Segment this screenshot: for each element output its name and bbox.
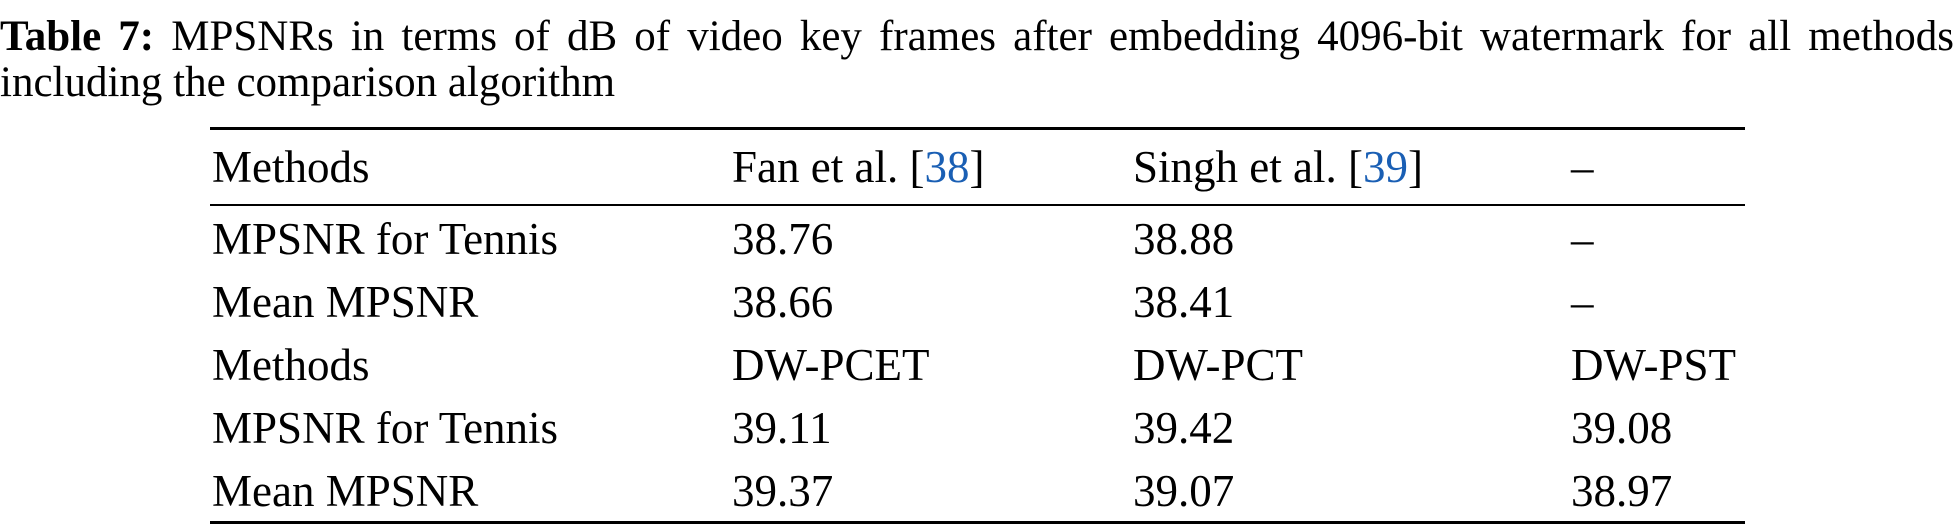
header-cell: – — [1571, 127, 1745, 206]
table-cell: Mean MPSNR — [212, 276, 479, 327]
citation-link[interactable]: 39 — [1362, 142, 1408, 192]
table-cell: 38.76 — [732, 213, 834, 264]
table-cell: Methods — [212, 339, 370, 390]
header-text: Singh et al. [ — [1133, 142, 1363, 192]
caption-label: Table 7: — [0, 13, 155, 60]
table-cell: – — [1571, 276, 1594, 327]
table-cell: 39.37 — [732, 458, 1133, 524]
results-table: Methods Fan et al. [38] Singh et al. [39… — [210, 127, 1745, 524]
table-caption: Table 7: MPSNRs in terms of dB of video … — [0, 14, 1954, 106]
table-cell: Mean MPSNR — [210, 458, 732, 524]
table-cell: 38.97 — [1571, 458, 1745, 524]
table-row: Methods DW-PCET DW-PCT DW-PST — [210, 332, 1745, 395]
table-row: Mean MPSNR 38.66 38.41 – — [210, 269, 1745, 332]
table-row: MPSNR for Tennis 39.11 39.42 39.08 — [210, 395, 1745, 458]
table-cell: 38.41 — [1133, 276, 1235, 327]
header-text: ] — [1407, 142, 1423, 192]
table-cell: 38.66 — [732, 276, 834, 327]
table-cell: DW-PST — [1571, 339, 1737, 390]
table-cell: DW-PCET — [732, 339, 930, 390]
table-cell: 39.07 — [1133, 458, 1571, 524]
table-row: MPSNR for Tennis 38.76 38.88 – — [210, 205, 1745, 269]
header-cell: Singh et al. [39] — [1133, 127, 1571, 206]
table-cell: 38.88 — [1133, 213, 1235, 264]
table-cell: MPSNR for Tennis — [212, 213, 559, 264]
table-header-row: Methods Fan et al. [38] Singh et al. [39… — [210, 127, 1745, 206]
header-text: Fan et al. [ — [732, 142, 925, 192]
table-cell: 39.42 — [1133, 402, 1235, 453]
table-cell: 39.11 — [732, 402, 832, 453]
header-cell: Methods — [210, 127, 732, 206]
table-cell: 39.08 — [1571, 402, 1673, 453]
table-row: Mean MPSNR 39.37 39.07 38.97 — [210, 458, 1745, 524]
table-cell: DW-PCT — [1133, 339, 1304, 390]
header-text: ] — [969, 142, 985, 192]
caption-text: MPSNRs in terms of dB of video key frame… — [0, 13, 1954, 106]
header-cell: Fan et al. [38] — [732, 127, 1133, 206]
table-cell: MPSNR for Tennis — [212, 402, 559, 453]
table-cell: – — [1571, 213, 1594, 264]
citation-link[interactable]: 38 — [924, 142, 970, 192]
